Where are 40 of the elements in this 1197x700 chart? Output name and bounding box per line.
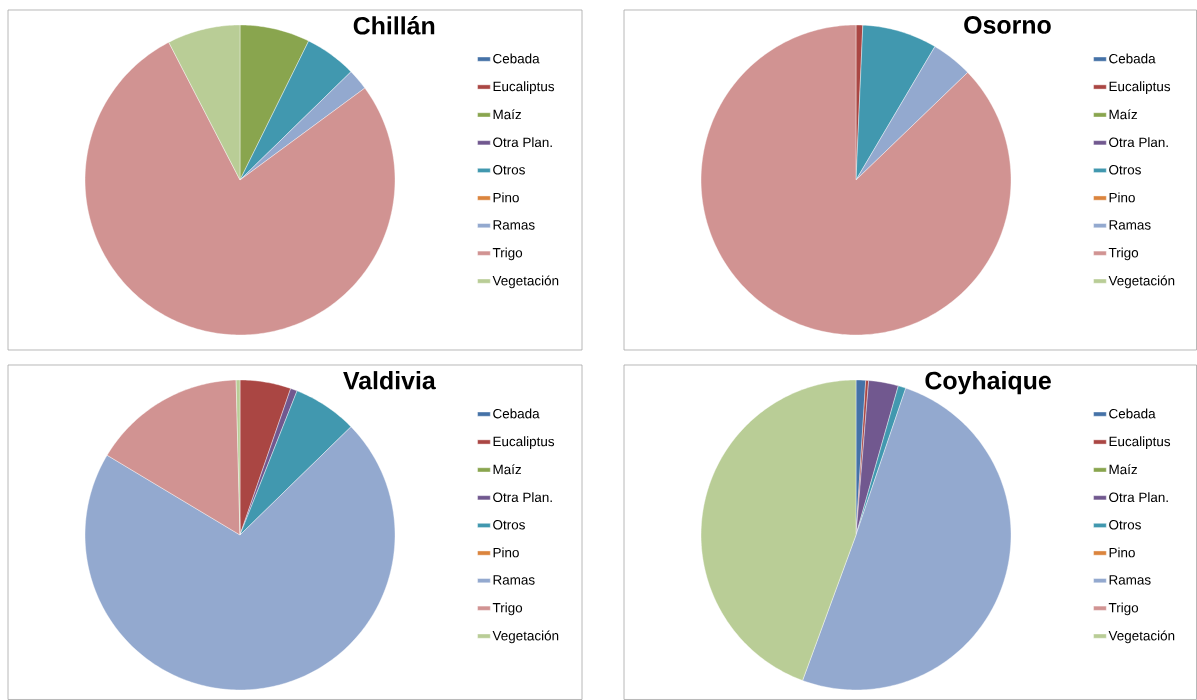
legend-label: Vegetación bbox=[1108, 630, 1175, 644]
legend-label: Otros bbox=[1109, 519, 1141, 530]
legend-label: Trigo bbox=[1108, 602, 1139, 616]
chart-title: Chillán bbox=[353, 16, 435, 35]
legend-label: Cebada bbox=[1109, 53, 1156, 64]
legend-label: Otra Plan. bbox=[493, 137, 552, 148]
legend-label: Otros bbox=[493, 164, 525, 175]
legend-label: Pino bbox=[493, 192, 519, 203]
legend-label: Otra Plan. bbox=[1109, 492, 1168, 503]
legend-label: Ramas bbox=[1109, 575, 1151, 585]
legend-label: Trigo bbox=[492, 602, 523, 616]
legend-label: Pino bbox=[1109, 192, 1135, 203]
chart-title: Valdivia bbox=[343, 371, 436, 390]
legend-label: Pino bbox=[1109, 547, 1135, 558]
legend-label: Trigo bbox=[1108, 247, 1139, 261]
legend-label: Vegetación bbox=[1108, 275, 1175, 289]
legend-label: Ramas bbox=[493, 575, 535, 585]
legend-label: Pino bbox=[493, 547, 519, 558]
legend-label: Cebada bbox=[493, 53, 540, 64]
legend-label: Maíz bbox=[1109, 109, 1137, 120]
legend-label: Cebada bbox=[493, 408, 540, 419]
legend-label: Maíz bbox=[493, 109, 521, 120]
legend-label: Eucaliptus bbox=[1109, 436, 1171, 449]
legend-label: Otra Plan. bbox=[493, 492, 552, 503]
legend-label: Otros bbox=[493, 519, 525, 530]
legend-label: Otros bbox=[1109, 164, 1141, 175]
chart-title: Coyhaique bbox=[925, 371, 1051, 395]
legend-label: Eucaliptus bbox=[493, 436, 555, 449]
legend-label: Vegetación bbox=[492, 630, 559, 644]
legend-label: Otra Plan. bbox=[1109, 137, 1168, 148]
chart-title: Osorno bbox=[964, 16, 1051, 34]
legend-label: Maíz bbox=[493, 464, 521, 475]
legend-label: Cebada bbox=[1109, 408, 1156, 419]
legend-label: Trigo bbox=[492, 247, 523, 261]
legend-label: Eucaliptus bbox=[493, 81, 555, 94]
legend-label: Ramas bbox=[1109, 220, 1151, 230]
legend-label: Ramas bbox=[493, 220, 535, 230]
legend-label: Maíz bbox=[1109, 464, 1137, 475]
legend-label: Eucaliptus bbox=[1109, 81, 1171, 94]
legend-label: Vegetación bbox=[492, 275, 559, 289]
